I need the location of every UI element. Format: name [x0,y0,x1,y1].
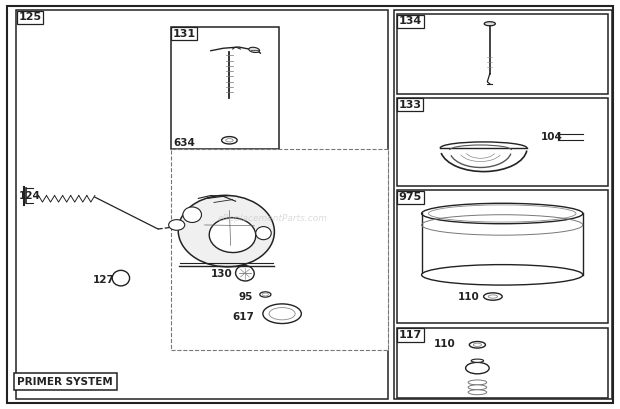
Ellipse shape [468,390,487,395]
Text: 95: 95 [239,292,253,301]
Circle shape [169,220,185,230]
Text: PRIMER SYSTEM: PRIMER SYSTEM [17,377,113,387]
Ellipse shape [484,22,495,26]
Ellipse shape [183,207,202,222]
Text: 634: 634 [174,138,195,148]
Text: 133: 133 [399,100,422,110]
Text: 130: 130 [211,269,232,279]
Text: 131: 131 [172,29,195,38]
Ellipse shape [112,270,130,286]
Ellipse shape [209,218,256,252]
Text: 134: 134 [399,16,422,26]
Bar [397,328,608,398]
Ellipse shape [260,292,271,297]
Ellipse shape [469,342,485,348]
Bar [170,149,388,350]
Text: 125: 125 [19,12,42,22]
Ellipse shape [468,380,487,385]
Ellipse shape [428,205,576,222]
Ellipse shape [269,308,295,320]
Ellipse shape [466,362,489,374]
Ellipse shape [263,304,301,324]
Text: 110: 110 [458,292,479,301]
Ellipse shape [489,295,497,298]
Ellipse shape [471,359,484,362]
Ellipse shape [422,203,583,224]
Text: 127: 127 [93,275,115,285]
Ellipse shape [422,265,583,285]
Text: 110: 110 [434,339,456,349]
Bar [397,98,608,186]
Bar [394,10,612,399]
Ellipse shape [249,47,260,52]
Ellipse shape [468,385,487,390]
Text: 617: 617 [232,312,254,322]
Ellipse shape [474,343,481,346]
Ellipse shape [255,227,272,240]
Bar [170,27,279,149]
Text: 137: 137 [431,209,453,218]
Text: 117: 117 [399,330,422,340]
Ellipse shape [236,265,254,281]
Ellipse shape [484,293,502,300]
Text: eReplacementParts.com: eReplacementParts.com [218,214,328,223]
Text: 124: 124 [19,191,40,201]
Ellipse shape [222,137,237,144]
Text: 104: 104 [541,132,563,142]
Bar [397,190,608,323]
Ellipse shape [178,196,275,267]
Ellipse shape [262,293,268,296]
Bar [16,10,388,399]
Text: 975: 975 [399,192,422,202]
Ellipse shape [226,139,233,142]
Bar [397,14,608,94]
